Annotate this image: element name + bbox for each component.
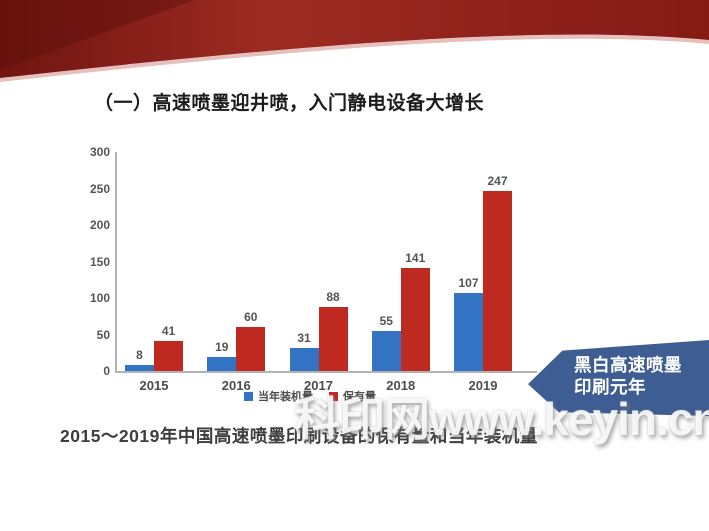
x-axis-label: 2017 <box>304 378 333 393</box>
y-tick-label: 300 <box>89 145 110 159</box>
bar-value-label: 247 <box>487 173 508 188</box>
bar-group: 55 141 2018 <box>371 152 430 393</box>
watermark: 科印网www.keyin.cn <box>294 393 709 445</box>
x-axis-label: 2018 <box>386 378 416 393</box>
bar-group: 8 41 2015 <box>125 152 183 393</box>
bar-installed <box>454 292 483 371</box>
bar-value-label: 141 <box>405 251 426 266</box>
bar-stock <box>154 341 183 371</box>
plot-area: 8 41 2015 19 60 2016 31 88 2017 55 141 2018 107 247 20… <box>115 152 537 393</box>
y-tick-label: 150 <box>89 254 110 269</box>
legend-label: 当年装机量 <box>258 391 313 403</box>
y-tick-label: 50 <box>96 327 110 342</box>
y-tick-label: 0 <box>103 364 110 378</box>
banner-line1: 黑白高速喷墨 <box>574 355 682 375</box>
bar-installed <box>289 348 319 371</box>
bar-stock <box>400 268 430 371</box>
legend-item: 当年装机量 <box>244 388 313 404</box>
bar-group: 19 60 2016 <box>207 152 266 393</box>
bar-value-label: 31 <box>297 331 311 346</box>
bar-stock <box>483 190 512 371</box>
chart-legend: 当年装机量 保有量 <box>80 388 540 404</box>
bar-chart: 8 41 2015 19 60 2016 31 88 2017 55 141 2018 107 247 20… <box>80 145 545 420</box>
bar-value-label: 60 <box>244 310 258 325</box>
ribbon-shape <box>0 0 709 78</box>
bar-group: 31 88 2017 <box>289 152 348 393</box>
slide-title: （一）高速喷墨迎井喷，入门静电设备大增长 <box>94 93 485 114</box>
banner-line2: 印刷元年 <box>574 377 646 397</box>
bar-value-label: 55 <box>379 313 393 328</box>
bar-value-label: 88 <box>326 289 340 304</box>
bar-value-label: 107 <box>458 275 479 290</box>
bar-stock <box>236 327 266 371</box>
y-tick-label: 200 <box>89 218 110 232</box>
bar-value-label: 8 <box>136 348 143 363</box>
ribbon-edge-highlight <box>0 34 709 82</box>
legend-label: 保有量 <box>343 391 376 403</box>
bar-group: 107 247 2019 <box>454 152 512 393</box>
bar-value-label: 41 <box>161 324 176 339</box>
x-axis-label: 2019 <box>468 378 498 393</box>
bar-value-label: 19 <box>215 340 229 355</box>
x-axis-label: 2016 <box>221 378 251 393</box>
bar-installed <box>371 330 401 371</box>
bar-stock <box>318 306 348 371</box>
bar-installed <box>207 357 237 371</box>
top-ribbon-decoration <box>0 0 709 82</box>
legend-swatch <box>329 391 338 401</box>
y-tick-label: 250 <box>89 181 110 196</box>
legend-swatch <box>244 391 253 401</box>
bar-installed <box>125 365 154 371</box>
ribbon-fold-shadow <box>0 0 195 70</box>
x-axis-label: 2015 <box>139 378 169 393</box>
banner-text: 黑白高速喷墨 印刷元年 <box>528 340 709 398</box>
y-tick-label: 100 <box>89 291 110 305</box>
legend-item: 保有量 <box>329 388 376 404</box>
chart-caption: 2015～2019年中国高速喷墨印刷设备的保有量和当年装机量 <box>60 426 538 446</box>
